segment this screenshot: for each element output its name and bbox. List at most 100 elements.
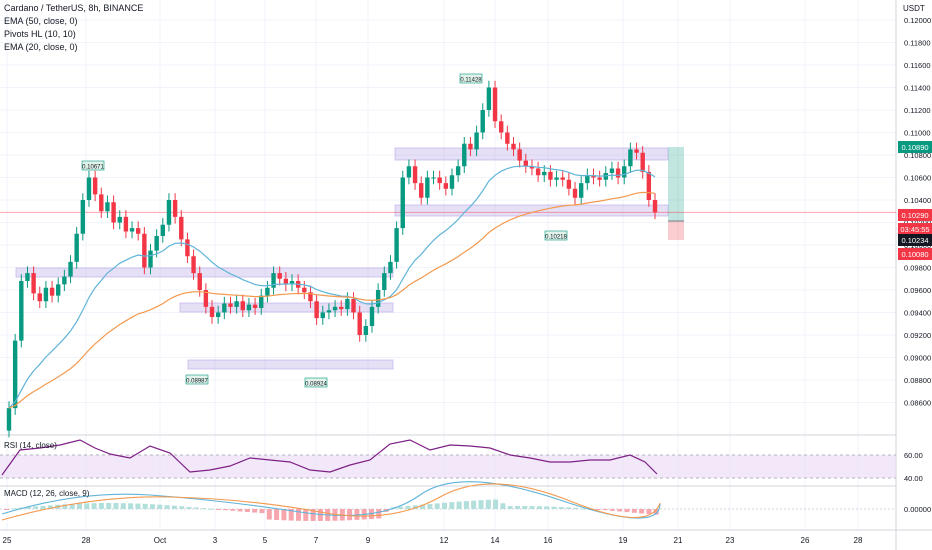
countdown-price-badge: 03:45:55 (898, 223, 932, 235)
candle (49, 281, 55, 303)
time-tick: 5 (263, 536, 268, 545)
candle-body (31, 273, 36, 294)
candle-body (277, 273, 282, 279)
macd-bar (573, 507, 579, 509)
candle-body (492, 87, 498, 122)
target-price-badge: 0.10890 (898, 141, 932, 153)
candle (652, 193, 658, 220)
candle-body (332, 306, 338, 311)
stop-area (668, 221, 684, 240)
time-tick: 16 (544, 536, 553, 545)
macd-bar (135, 503, 141, 509)
candle-body (234, 301, 239, 307)
candle (431, 170, 436, 185)
candle-body (406, 166, 412, 178)
macd-bar (230, 509, 236, 511)
rsi-label[interactable]: RSI (14, close) (4, 441, 57, 450)
candle (277, 266, 282, 286)
legend-symbol[interactable]: Cardano / TetherUS, 8h, BINANCE (4, 3, 144, 13)
time-tick: 26 (801, 536, 810, 545)
time-tick: 25 (3, 536, 12, 545)
macd-bar (164, 505, 170, 509)
candle (92, 170, 98, 202)
candle (535, 161, 541, 182)
zone-rect (15, 267, 394, 278)
candle-body (578, 183, 584, 198)
macd-bar (456, 501, 462, 509)
candle (419, 176, 424, 205)
candle-body (480, 110, 485, 133)
macd-bar (171, 505, 177, 509)
candle-body (222, 303, 227, 313)
time-tick: 7 (314, 536, 319, 545)
macd-bar (201, 508, 207, 510)
ema-price-badge: 0.10234 (898, 234, 932, 246)
macd-bar (215, 509, 221, 510)
legend-ema50[interactable]: EMA (50, close, 0) (4, 16, 78, 26)
macd-bar (442, 502, 447, 509)
macd-line (1, 481, 661, 519)
candle (228, 296, 233, 314)
macd-bar (69, 503, 75, 509)
macd-bar (310, 509, 316, 521)
candle-body (246, 304, 252, 311)
candle-body (154, 236, 159, 251)
candle-body (136, 228, 141, 234)
ema50-line (8, 191, 656, 409)
macd-bar (595, 509, 601, 510)
candle (123, 210, 129, 239)
candle-body (283, 278, 289, 285)
candle (622, 159, 627, 185)
candle-body (523, 160, 528, 167)
candle (480, 103, 485, 140)
time-tick: 14 (491, 536, 500, 545)
candle-body (289, 281, 295, 285)
candle (308, 285, 313, 308)
badge-text: 0.10234 (901, 236, 928, 245)
candle (179, 210, 184, 247)
legend-ema20[interactable]: EMA (20, close, 0) (4, 42, 78, 52)
candle (646, 165, 652, 207)
macd-bar (347, 509, 353, 521)
candle-body (375, 290, 381, 307)
pivot-label: 0.08924 (304, 377, 328, 388)
candle-body (622, 166, 627, 178)
badge-bg (898, 141, 932, 153)
candle (462, 137, 467, 173)
pivot-label-text: 0.08924 (305, 382, 327, 388)
candle-body (572, 188, 578, 198)
time-tick: 19 (619, 536, 628, 545)
macd-bar (434, 503, 440, 509)
candle (74, 227, 79, 269)
currency-label: USDT (903, 4, 925, 13)
legend-pivots[interactable]: Pivots HL (10, 10) (4, 29, 76, 39)
long-position-tool[interactable] (668, 147, 684, 240)
ema-lines (8, 165, 656, 409)
last-price-badge: 0.10290 (898, 209, 932, 221)
candle-body (215, 312, 221, 317)
time-axis[interactable]: 25 28 Oct 3 5 7 9 12 14 16 19 21 23 26 28 (3, 536, 863, 545)
price-tick: 0.11400 (904, 84, 931, 93)
candle (25, 266, 30, 288)
candle-body (548, 171, 553, 180)
badge-bg (898, 234, 932, 246)
price-axis[interactable]: 0.12000 0.11800 0.11600 0.11400 0.11200 0.110… (904, 16, 931, 514)
macd-bar (478, 500, 484, 509)
candle (19, 274, 24, 348)
candle-body (148, 250, 153, 268)
pivot-label: 0.08987 (185, 374, 209, 385)
candle (302, 281, 307, 299)
macd-label[interactable]: MACD (12, 26, close, 9) (4, 489, 90, 498)
candle-body (92, 177, 98, 195)
candle-body (117, 216, 122, 223)
candle-body (363, 326, 369, 335)
price-tick: 0.09000 (904, 354, 931, 363)
macd-bar (617, 509, 623, 512)
macd-bar (507, 506, 513, 509)
badge-text: 0.10290 (901, 211, 928, 220)
candle-body (49, 287, 55, 296)
price-tick: 0.09600 (904, 286, 931, 295)
candle (628, 142, 633, 173)
